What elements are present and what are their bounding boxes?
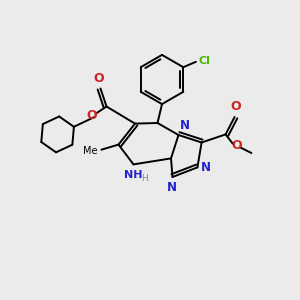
Text: N: N: [180, 119, 190, 132]
Text: O: O: [94, 72, 104, 85]
Text: H: H: [142, 174, 148, 183]
Text: O: O: [86, 109, 97, 122]
Text: Cl: Cl: [198, 56, 210, 66]
Text: O: O: [231, 139, 242, 152]
Text: Me: Me: [83, 146, 98, 156]
Text: NH: NH: [124, 170, 143, 180]
Text: O: O: [231, 100, 242, 113]
Text: N: N: [200, 161, 210, 174]
Text: N: N: [167, 181, 177, 194]
